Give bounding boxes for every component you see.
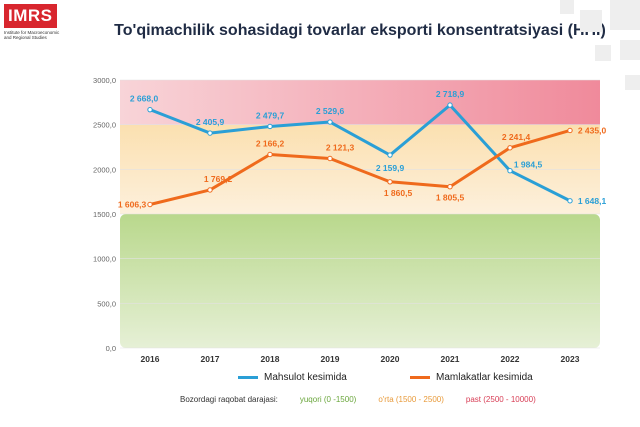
legend-series-1: Mahsulot kesimida [238, 372, 347, 383]
data-label: 2 479,7 [256, 110, 285, 120]
data-point [447, 184, 453, 190]
band-legend-title: Bozordagi raqobat darajasi: [180, 395, 278, 404]
data-point [507, 145, 513, 151]
series-line-mahsulot [149, 103, 571, 203]
x-tick-label: 2019 [321, 354, 340, 364]
chart-title: To'qimachilik sohasidagi tovarlar ekspor… [114, 22, 606, 39]
x-tick-label: 2016 [141, 354, 160, 364]
data-point [447, 102, 453, 108]
series-line-mamlakatlar [149, 129, 571, 206]
band-legend-low: past (2500 - 10000) [465, 395, 536, 404]
x-tick-label: 2017 [201, 354, 220, 364]
data-point [567, 198, 573, 204]
data-label: 2 159,9 [376, 163, 405, 173]
data-label: 2 668,0 [130, 94, 159, 104]
y-tick-label: 2500,0 [93, 121, 116, 130]
data-label: 1 860,5 [384, 188, 413, 198]
data-label: 2 529,6 [316, 106, 345, 116]
y-tick-label: 3000,0 [93, 76, 116, 85]
data-label: 1 984,5 [514, 160, 543, 170]
data-point [267, 123, 273, 130]
x-tick-label: 2018 [261, 354, 280, 364]
data-point [207, 130, 213, 136]
legend-label-2: Mamlakatlar kesimida [436, 372, 533, 383]
legend-label-1: Mahsulot kesimida [264, 372, 347, 383]
y-tick-label: 500,0 [97, 299, 116, 308]
data-point [207, 187, 213, 193]
data-point [147, 106, 153, 113]
data-point [387, 152, 393, 158]
x-tick-label: 2020 [381, 354, 400, 364]
data-point [267, 151, 273, 158]
data-label: 2 241,4 [502, 132, 531, 142]
data-point [507, 168, 513, 174]
data-point [327, 155, 333, 162]
data-label: 2 166,2 [256, 138, 285, 148]
decorative-cubes [560, 0, 640, 90]
y-tick-label: 0,0 [106, 344, 116, 353]
band-legend-medium: o'rta (1500 - 2500) [378, 395, 444, 404]
band-legend: Bozordagi raqobat darajasi: yuqori (0 -1… [180, 395, 600, 404]
data-label: 1 769,2 [204, 174, 233, 184]
data-label: 1 805,5 [436, 193, 465, 203]
y-tick-label: 1000,0 [93, 255, 116, 264]
band-low-competition [120, 80, 600, 125]
data-point [147, 201, 153, 208]
data-label: 2 435,0 [578, 125, 607, 135]
data-point [327, 119, 333, 125]
y-tick-label: 2000,0 [93, 165, 116, 174]
x-tick-label: 2021 [441, 354, 460, 364]
logo-subtitle: Institute for Macroeconomic and Regional… [4, 30, 60, 40]
y-tick-label: 1500,0 [93, 210, 116, 219]
legend-swatch-orange [410, 376, 430, 379]
logo: IMRS Institute for Macroeconomic and Reg… [4, 4, 66, 60]
legend-swatch-blue [238, 376, 258, 379]
data-label: 2 121,3 [326, 142, 355, 152]
x-tick-label: 2023 [561, 354, 580, 364]
data-label: 1 606,3 [118, 200, 147, 210]
legend-series-2: Mamlakatlar kesimida [410, 372, 533, 383]
logo-mark: IMRS [4, 4, 57, 28]
band-legend-high: yuqori (0 -1500) [299, 395, 357, 404]
data-point [567, 127, 573, 134]
data-label: 2 718,9 [436, 89, 465, 99]
data-label: 2 405,9 [196, 117, 225, 127]
band-high-competition [120, 214, 600, 348]
x-tick-label: 2022 [501, 354, 520, 364]
data-point [387, 179, 393, 185]
data-label: 1 648,1 [578, 196, 607, 206]
